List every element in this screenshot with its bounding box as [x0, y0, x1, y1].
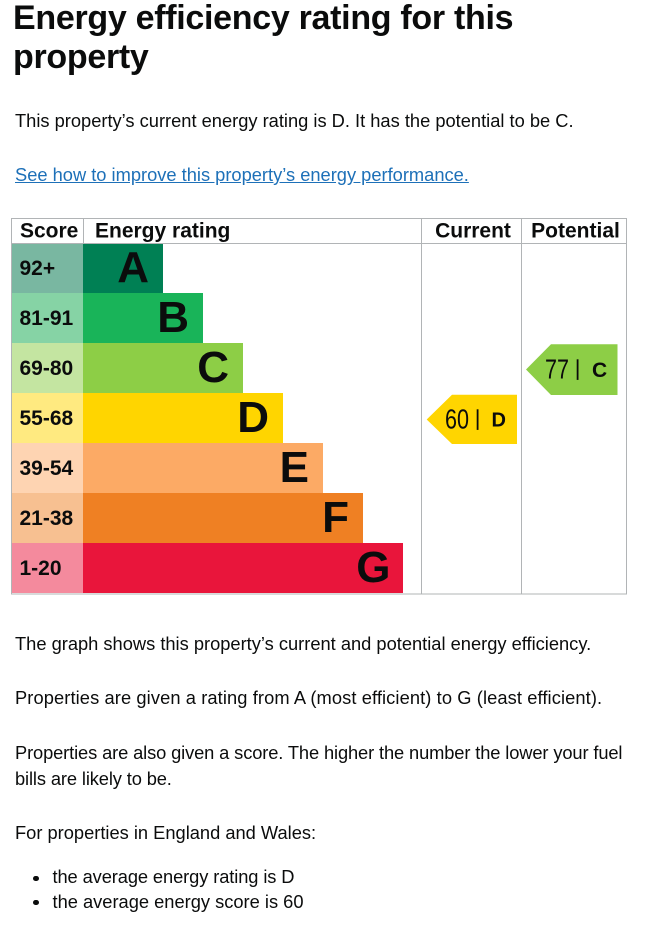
svg-text:A: A	[117, 243, 149, 292]
svg-text:C: C	[592, 359, 607, 382]
svg-text:69-80: 69-80	[20, 357, 74, 380]
svg-text:55-68: 55-68	[20, 407, 74, 430]
svg-text:Potential: Potential	[531, 220, 620, 243]
svg-text:92+: 92+	[20, 257, 56, 280]
svg-text:C: C	[197, 343, 229, 392]
svg-text:G: G	[356, 543, 390, 592]
svg-text:Score: Score	[20, 220, 78, 243]
svg-text:21-38: 21-38	[20, 507, 74, 530]
svg-text:77: 77	[545, 354, 569, 385]
svg-text:Energy rating: Energy rating	[95, 220, 230, 243]
svg-text:B: B	[157, 293, 189, 342]
svg-text:F: F	[322, 493, 349, 542]
svg-text:D: D	[492, 409, 506, 431]
svg-text:1-20: 1-20	[20, 557, 62, 580]
svg-text:E: E	[280, 443, 309, 492]
svg-text:60: 60	[445, 404, 469, 435]
svg-text:D: D	[237, 393, 269, 442]
svg-text:Current: Current	[435, 220, 511, 243]
svg-text:81-91: 81-91	[20, 307, 74, 330]
svg-text:39-54: 39-54	[20, 457, 74, 480]
